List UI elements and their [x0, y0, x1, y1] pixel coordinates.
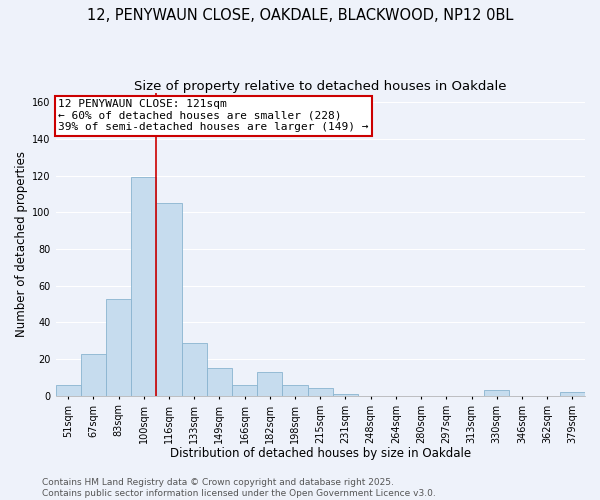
Bar: [81, 354, 106, 396]
Bar: [308, 388, 333, 396]
Text: 12 PENYWAUN CLOSE: 121sqm
← 60% of detached houses are smaller (228)
39% of semi: 12 PENYWAUN CLOSE: 121sqm ← 60% of detac…: [58, 99, 368, 132]
Bar: [182, 342, 207, 396]
Bar: [56, 385, 81, 396]
Y-axis label: Number of detached properties: Number of detached properties: [15, 152, 28, 338]
Bar: [157, 203, 182, 396]
Bar: [484, 390, 509, 396]
Bar: [560, 392, 585, 396]
Text: Contains HM Land Registry data © Crown copyright and database right 2025.
Contai: Contains HM Land Registry data © Crown c…: [42, 478, 436, 498]
Bar: [232, 385, 257, 396]
Bar: [257, 372, 283, 396]
Bar: [333, 394, 358, 396]
Bar: [207, 368, 232, 396]
Bar: [283, 385, 308, 396]
Bar: [106, 298, 131, 396]
Text: 12, PENYWAUN CLOSE, OAKDALE, BLACKWOOD, NP12 0BL: 12, PENYWAUN CLOSE, OAKDALE, BLACKWOOD, …: [87, 8, 513, 22]
Title: Size of property relative to detached houses in Oakdale: Size of property relative to detached ho…: [134, 80, 506, 93]
Bar: [131, 178, 157, 396]
X-axis label: Distribution of detached houses by size in Oakdale: Distribution of detached houses by size …: [170, 447, 471, 460]
